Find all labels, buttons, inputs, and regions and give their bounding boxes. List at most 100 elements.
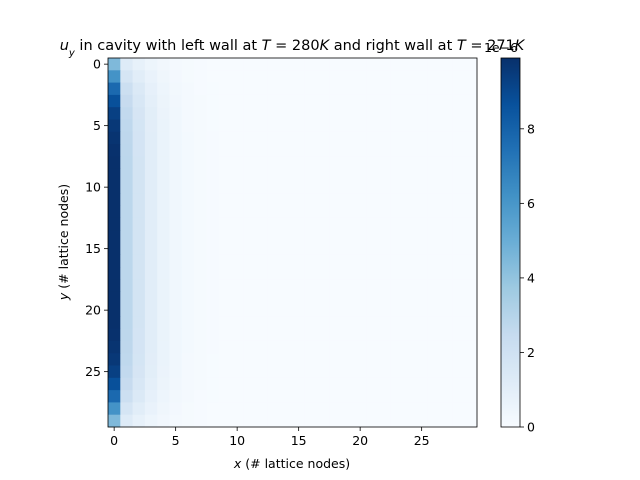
heatmap-cell — [267, 254, 281, 268]
heatmap-cell — [120, 291, 133, 305]
heatmap-cell — [255, 70, 269, 83]
heatmap-cell — [317, 205, 330, 219]
heatmap-cell — [231, 156, 244, 170]
heatmap-cell — [243, 181, 256, 194]
heatmap-cell — [440, 242, 453, 256]
heatmap-cell — [341, 94, 355, 108]
heatmap-cell — [304, 58, 318, 71]
heatmap-cell — [329, 168, 343, 182]
heatmap-cell — [464, 279, 478, 293]
heatmap-cell — [255, 193, 269, 206]
heatmap-cell — [341, 353, 355, 366]
heatmap-cell — [231, 353, 244, 366]
heatmap-cell — [378, 267, 392, 280]
heatmap-cell — [206, 291, 220, 305]
heatmap-cell — [378, 70, 392, 83]
heatmap-cell — [341, 82, 355, 96]
heatmap-cell — [440, 402, 453, 416]
y-tick-label: 25 — [85, 364, 101, 379]
heatmap-cell — [452, 156, 466, 170]
heatmap-cell — [181, 205, 195, 219]
heatmap-cell — [317, 291, 330, 305]
heatmap-cell — [427, 316, 441, 329]
heatmap-cell — [440, 304, 453, 317]
heatmap-cell — [231, 267, 244, 280]
heatmap-cell — [366, 205, 379, 219]
heatmap-cell — [231, 217, 244, 231]
heatmap-cell — [415, 353, 429, 366]
heatmap-cell — [378, 230, 392, 243]
heatmap-cell — [120, 267, 133, 280]
heatmap-cell — [378, 254, 392, 268]
heatmap-cell — [255, 168, 269, 182]
heatmap-cell — [194, 181, 207, 194]
heatmap-cell — [120, 82, 133, 96]
heatmap-cell — [194, 340, 207, 354]
heatmap-cell — [440, 390, 453, 403]
heatmap-cell — [144, 107, 158, 120]
heatmap-cell — [390, 217, 404, 231]
heatmap-cell — [329, 353, 343, 366]
heatmap-cell — [267, 70, 281, 83]
heatmap-cell — [181, 402, 195, 416]
heatmap-cell — [267, 316, 281, 329]
heatmap-cell — [132, 181, 146, 194]
heatmap-cell — [415, 291, 429, 305]
heatmap-cell — [341, 205, 355, 219]
heatmap-cell — [206, 254, 220, 268]
colorbar-offset-label: 1e−6 — [484, 40, 518, 55]
heatmap-cell — [144, 82, 158, 96]
heatmap-cell — [427, 230, 441, 243]
heatmap-cell — [292, 316, 306, 329]
heatmap-cell — [403, 94, 416, 108]
heatmap-cell — [415, 254, 429, 268]
y-tick-label: 15 — [85, 241, 101, 256]
heatmap-cell — [280, 70, 293, 83]
heatmap-cell — [120, 131, 133, 145]
heatmap-cell — [415, 193, 429, 206]
heatmap-cell — [120, 304, 133, 317]
heatmap-cell — [144, 365, 158, 379]
heatmap-cell — [169, 328, 183, 342]
heatmap-cell — [218, 353, 232, 366]
heatmap-cell — [440, 353, 453, 366]
heatmap-cell — [120, 390, 133, 403]
heatmap-cell — [464, 107, 478, 120]
heatmap-cell — [366, 131, 379, 145]
heatmap-cell — [354, 107, 367, 120]
heatmap-cell — [218, 414, 232, 428]
heatmap-cell — [255, 402, 269, 416]
heatmap-cell — [366, 328, 379, 342]
heatmap-cell — [157, 267, 170, 280]
heatmap-cell — [218, 254, 232, 268]
heatmap-cell — [194, 365, 207, 379]
heatmap-cell — [267, 107, 281, 120]
heatmap-cell — [267, 82, 281, 96]
heatmap-cell — [169, 131, 183, 145]
heatmap-cell — [390, 267, 404, 280]
heatmap-cell — [108, 304, 121, 317]
heatmap-cell — [440, 131, 453, 145]
heatmap-cell — [440, 168, 453, 182]
heatmap-cell — [157, 304, 170, 317]
colorbar-tick-label: 0 — [527, 420, 535, 435]
heatmap-cell — [206, 328, 220, 342]
heatmap-cell — [354, 365, 367, 379]
heatmap-cell — [354, 402, 367, 416]
heatmap-cell — [243, 353, 256, 366]
heatmap-cell — [341, 390, 355, 403]
heatmap-cell — [329, 70, 343, 83]
heatmap-cell — [427, 365, 441, 379]
heatmap-cell — [403, 119, 416, 133]
heatmap-cell — [464, 390, 478, 403]
heatmap-cell — [108, 242, 121, 256]
heatmap-cell — [120, 230, 133, 243]
heatmap-cell — [231, 94, 244, 108]
heatmap-cell — [378, 328, 392, 342]
heatmap-cell — [440, 230, 453, 243]
heatmap-cell — [440, 181, 453, 194]
heatmap-cell — [267, 119, 281, 133]
heatmap-cell — [280, 414, 293, 428]
heatmap-cell — [304, 156, 318, 170]
heatmap-cell — [341, 304, 355, 317]
